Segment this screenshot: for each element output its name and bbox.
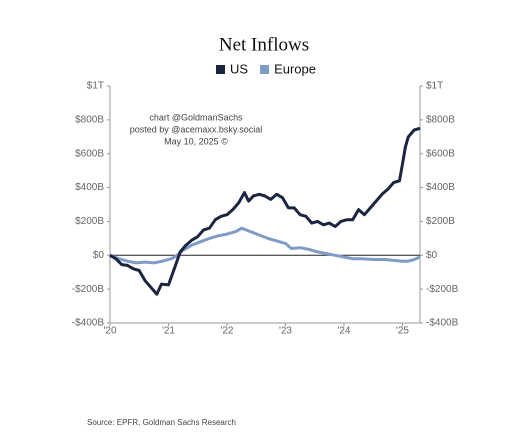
y2-tick-label: $600B [426,148,455,159]
y-tick-label: $0 [93,250,105,261]
legend-swatch [260,65,270,74]
x-tick-label: '20 [103,326,116,337]
annotation: chart @GoldmanSachs [149,112,243,122]
y2-tick-label: $200B [426,216,455,227]
source: Source: EPFR, Goldman Sachs Research [87,418,236,427]
y-tick-label: $1T [87,81,104,92]
legend-swatch [216,65,225,74]
y2-tick-label: -$200B [426,284,459,295]
annotation: May 10, 2025 © [164,136,228,146]
chart-title: Net Inflows [219,34,309,55]
line-series [109,126,421,296]
y-tick-label: $800B [75,114,104,125]
y2-tick-label: -$400B [426,318,459,329]
y-tick-label: -$200B [72,284,105,295]
y2-tick-label: $1T [426,81,443,92]
y2-tick-label: $800B [426,114,455,125]
y-tick-label: $400B [75,182,104,193]
legend-label: Europe [274,61,316,76]
legend-label: US [230,61,248,76]
y-tick-label: $200B [75,216,104,227]
annotation: posted by @acemaxx.bsky.social [130,124,263,134]
x-tick-label: '23 [279,326,292,337]
x-tick-label: '21 [162,326,175,337]
y-tick-label: $600B [75,148,104,159]
x-tick-label: '24 [337,326,350,337]
x-tick-label: '22 [220,326,233,337]
y2-tick-label: $400B [426,182,455,193]
y2-tick-label: $0 [426,250,438,261]
line-series [109,226,421,265]
y-tick-label: -$400B [72,318,105,329]
x-tick-label: '25 [396,326,409,337]
